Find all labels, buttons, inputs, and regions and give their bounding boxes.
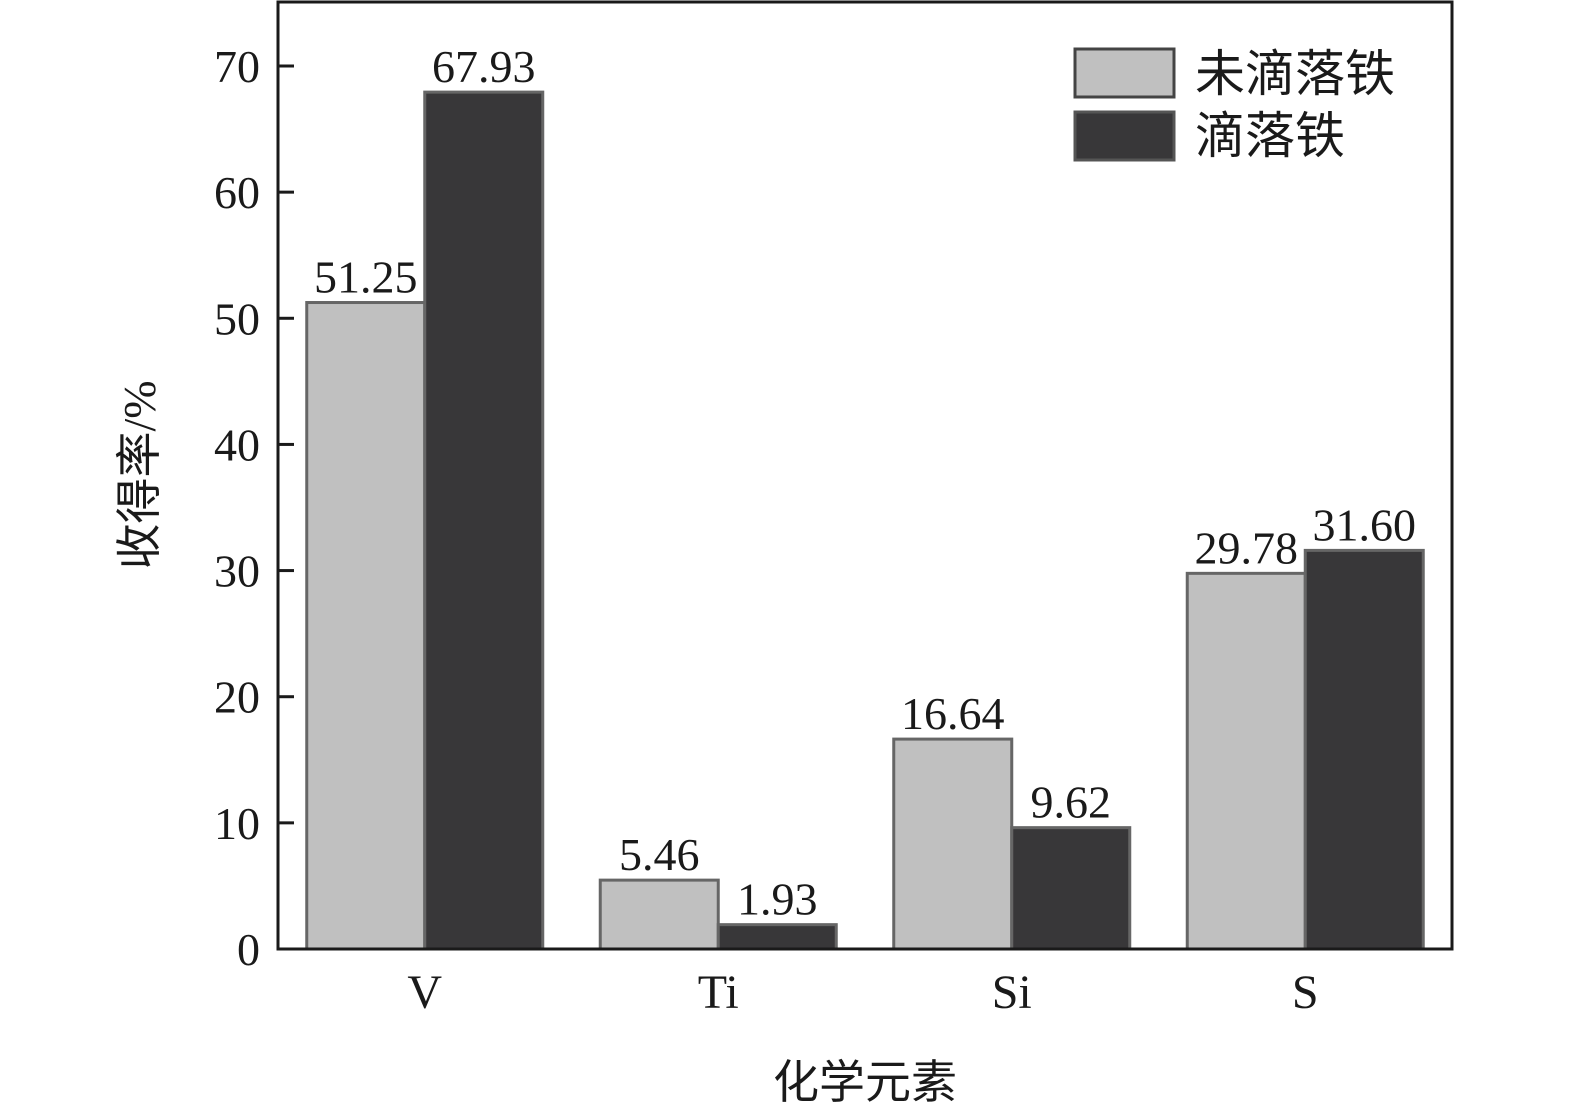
y-tick-label: 10 <box>214 798 260 849</box>
y-tick-label: 0 <box>237 924 260 975</box>
data-label: 67.93 <box>432 41 536 92</box>
x-tick-label: S <box>1292 966 1319 1019</box>
x-tick-label: V <box>407 966 442 1019</box>
bar-Ti-series-2 <box>716 923 838 951</box>
x-tick-label: Si <box>992 966 1032 1019</box>
y-tick-label: 40 <box>214 419 260 470</box>
data-label: 31.60 <box>1313 499 1417 550</box>
bar-S-series-2 <box>1303 548 1425 951</box>
data-label: 29.78 <box>1195 522 1299 573</box>
y-axis-title: 收得率/% <box>114 380 165 569</box>
data-label: 9.62 <box>1031 777 1112 828</box>
data-label: 5.46 <box>619 829 700 880</box>
bar-Si-series-2 <box>1010 826 1132 951</box>
bar-S-series-1 <box>1185 571 1307 951</box>
y-tick-label: 70 <box>214 41 260 92</box>
legend-swatch-series-2 <box>1073 110 1176 162</box>
plot-frame <box>276 0 1454 951</box>
bar-Ti-series-1 <box>598 878 720 951</box>
bar-V-series-1 <box>305 301 427 951</box>
legend: 未滴落铁 滴落铁 <box>1073 46 1395 164</box>
y-tick-label: 50 <box>214 293 260 344</box>
bar-Si-series-1 <box>892 737 1014 951</box>
data-label: 1.93 <box>737 874 818 925</box>
data-label: 51.25 <box>314 252 418 303</box>
data-label: 16.64 <box>901 688 1005 739</box>
x-tick-label: Ti <box>698 966 739 1019</box>
y-tick-label: 20 <box>214 672 260 723</box>
y-tick-label: 60 <box>214 167 260 218</box>
legend-label-series-1: 未滴落铁 <box>1195 46 1395 102</box>
legend-label-series-2: 滴落铁 <box>1195 108 1345 164</box>
y-tick-label: 30 <box>214 546 260 597</box>
legend-swatch-series-1 <box>1073 47 1176 99</box>
x-axis-title: 化学元素 <box>773 1057 957 1108</box>
bar-V-series-2 <box>423 90 545 951</box>
